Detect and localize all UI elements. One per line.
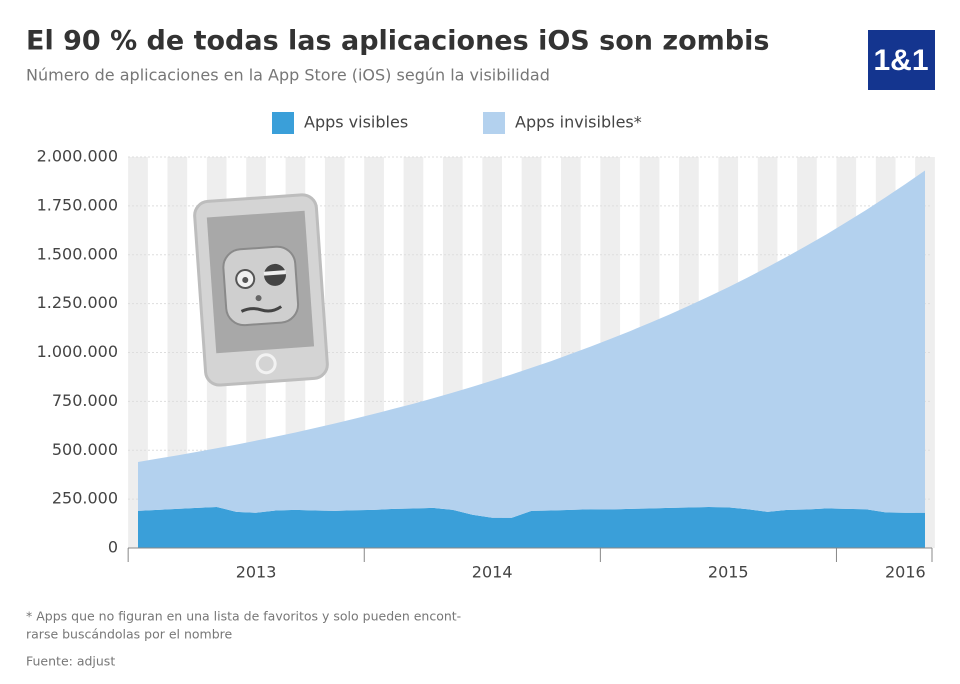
legend-label: Apps visibles	[304, 113, 408, 132]
logo-box	[868, 30, 935, 90]
area	[138, 506, 925, 548]
source: Fuente: adjust	[26, 654, 115, 669]
x-tick-label: 2016	[885, 563, 926, 582]
y-tick-label: 1.750.000	[37, 195, 118, 214]
y-tick-label: 250.000	[52, 489, 118, 508]
y-tick-label: 750.000	[52, 391, 118, 410]
footnote: rarse buscándolas por el nombre	[26, 627, 233, 642]
legend-swatch	[483, 112, 505, 134]
zombie-phone-icon	[193, 193, 329, 387]
logo: 1&1	[873, 44, 928, 77]
y-tick-label: 1.000.000	[37, 342, 118, 361]
chart-subtitle: Número de aplicaciones en la App Store (…	[26, 66, 550, 85]
y-tick-label: 2.000.000	[37, 147, 118, 166]
area	[138, 170, 925, 518]
y-tick-label: 1.500.000	[37, 244, 118, 263]
y-tick-label: 1.250.000	[37, 293, 118, 312]
x-tick-label: 2015	[708, 563, 749, 582]
footnote: * Apps que no figuran en una lista de fa…	[26, 609, 461, 624]
legend-swatch	[272, 112, 294, 134]
legend-label: Apps invisibles*	[515, 113, 642, 132]
y-tick-label: 0	[108, 538, 118, 557]
areas	[138, 170, 925, 548]
x-tick-label: 2014	[472, 563, 513, 582]
x-tick-label: 2013	[236, 563, 277, 582]
chart-title: El 90 % de todas las aplicaciones iOS so…	[26, 26, 769, 57]
y-tick-label: 500.000	[52, 440, 118, 459]
